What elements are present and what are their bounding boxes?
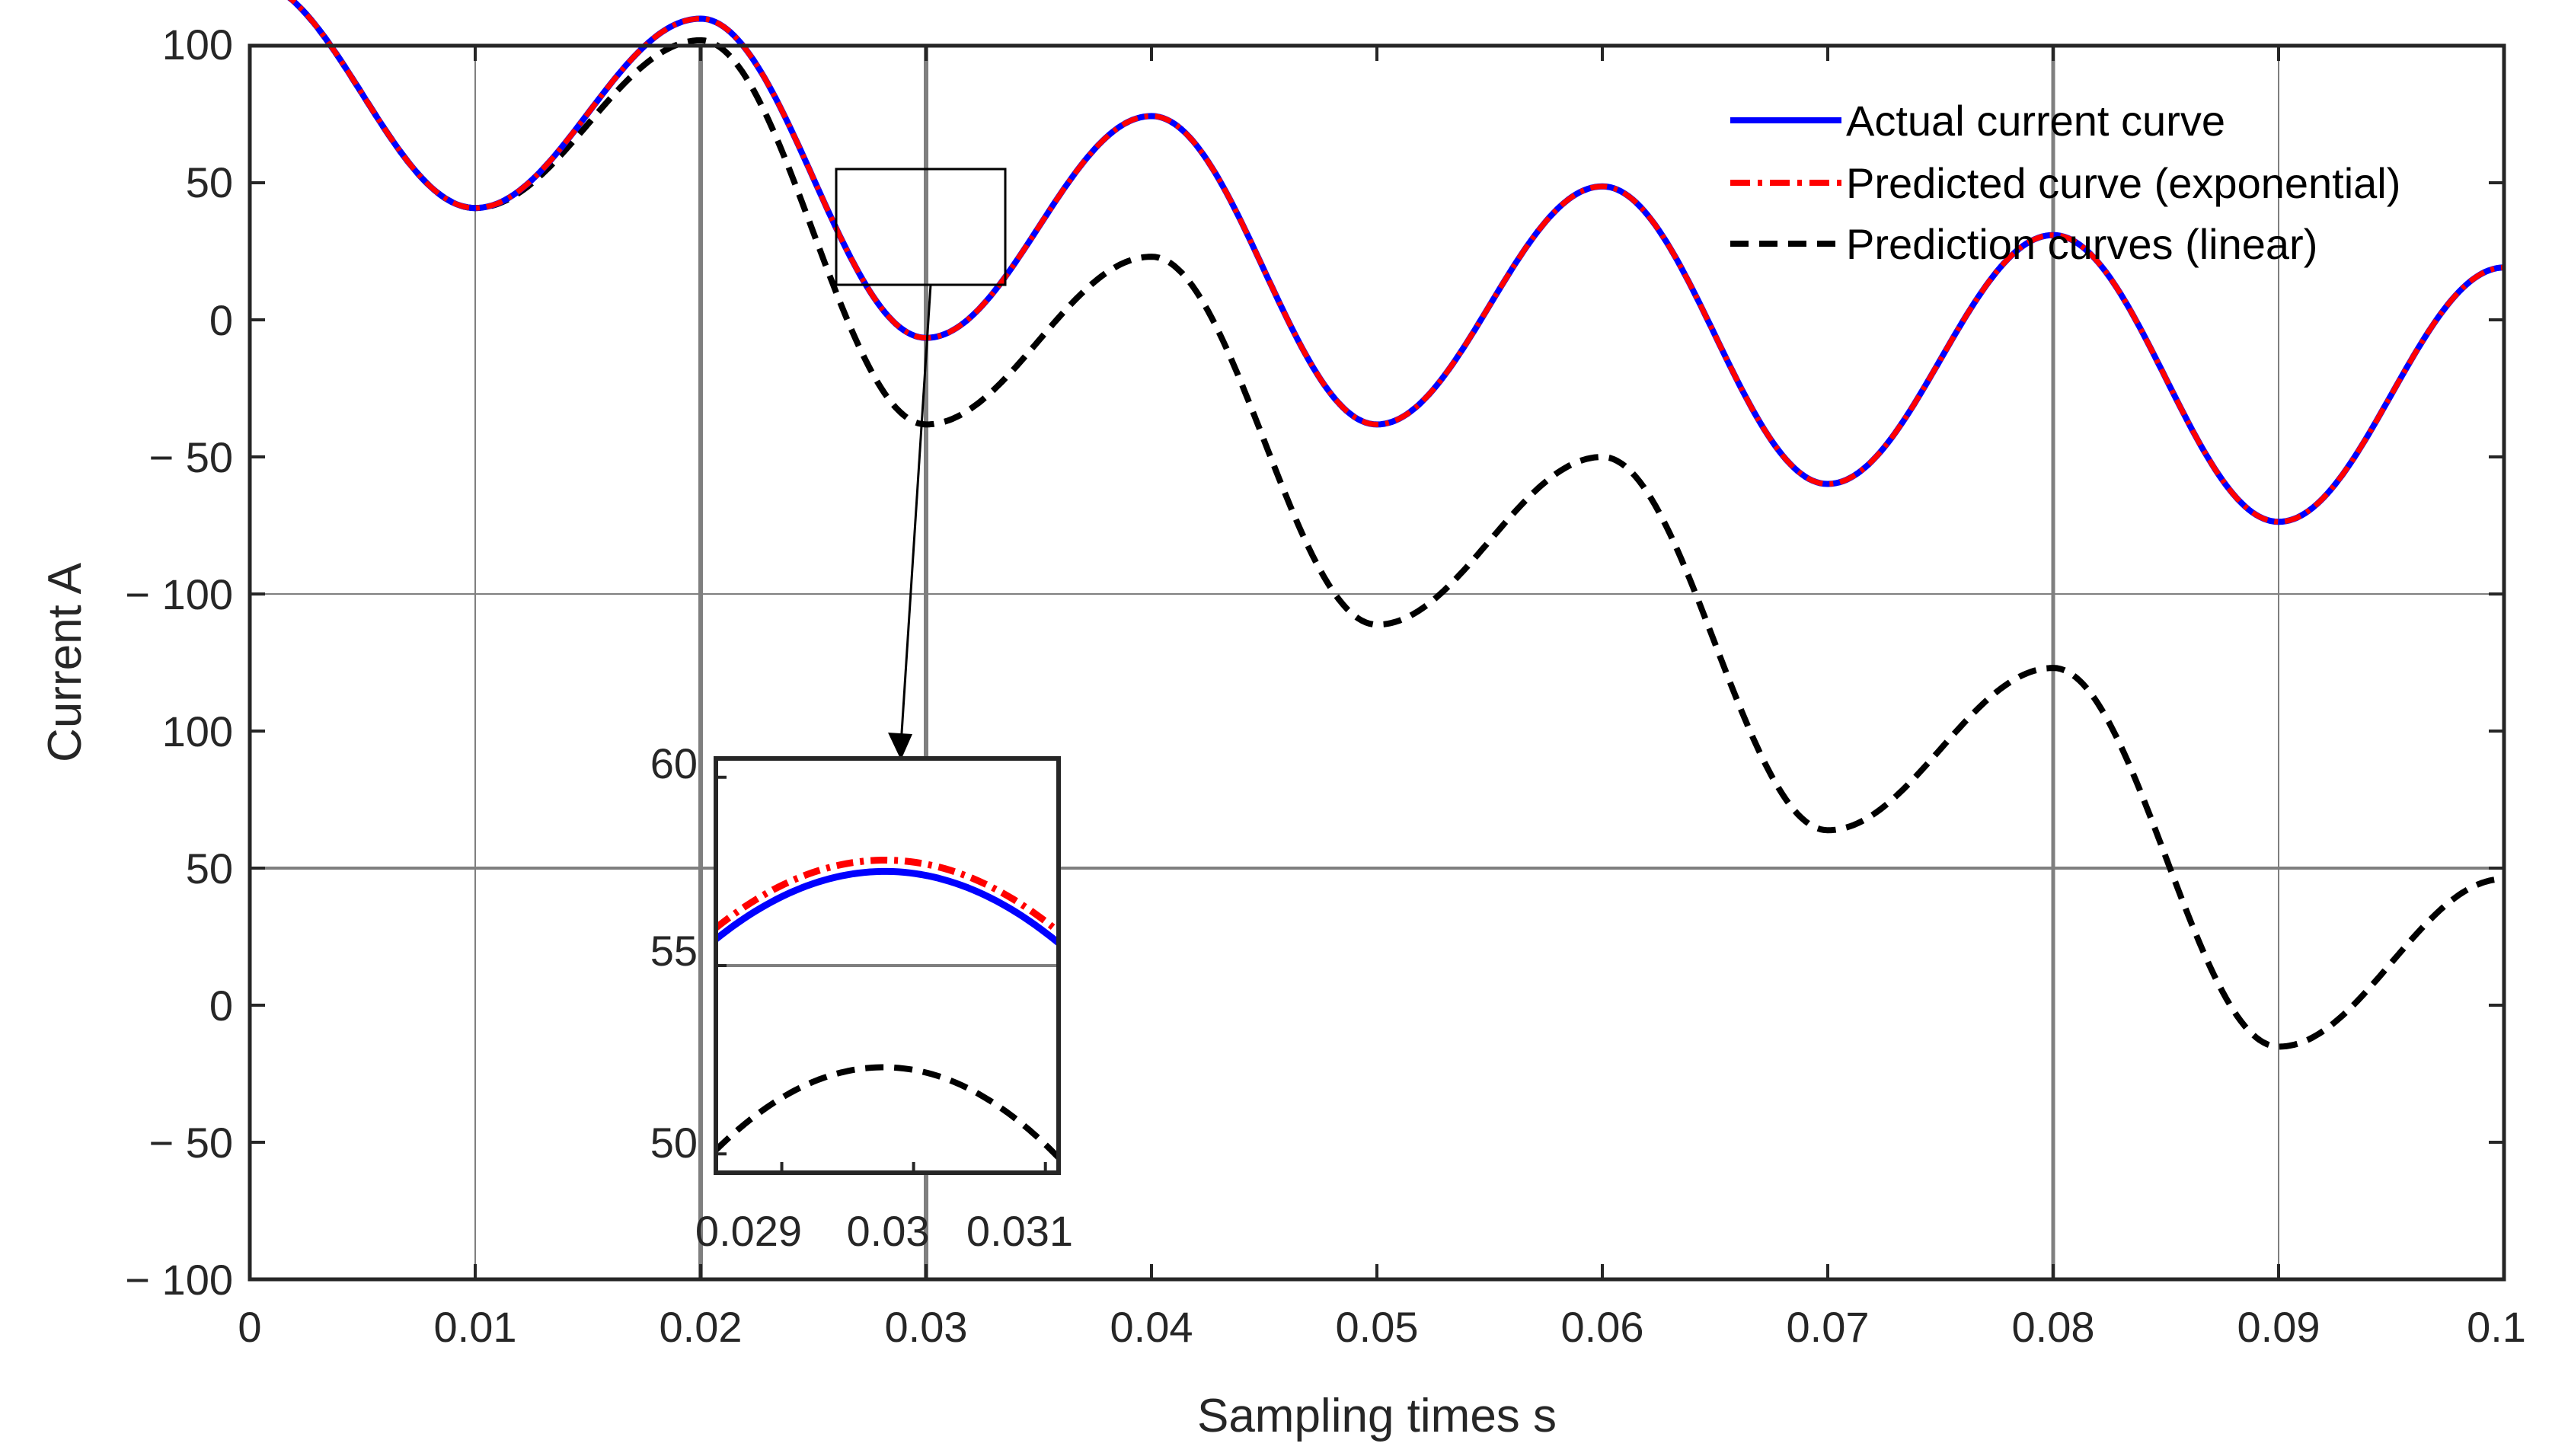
series-line [287,0,2505,1050]
x-tick-label: 0.04 [1110,1303,1193,1351]
series-group [287,0,2505,1050]
y-tick-label: 100 [162,21,233,69]
x-tick-label: 0.06 [1561,1303,1644,1351]
inset-y-tick-label: 60 [650,739,698,787]
x-tick-label: 0.05 [1336,1303,1419,1351]
inset-series-line [714,1064,1061,1161]
y-tick-labels: 100 50 0 − 50 − 100 100 50 0 − 50 − 100 [125,21,233,1304]
tick-marks [248,44,2506,1281]
y-tick-label: − 50 [149,433,233,481]
series-line [288,0,2505,525]
x-tick-label: 0.09 [2237,1303,2320,1351]
inset-y-tick-label: 55 [650,927,698,975]
legend: Actual current curve Predicted curve (ex… [1730,97,2400,268]
zoom-callout [835,168,1007,760]
x-tick-label: 0.07 [1787,1303,1870,1351]
zoom-region-box [835,168,1007,286]
inset-y-tick-label: 50 [650,1119,698,1167]
inset-series-line [714,867,1061,946]
y-tick-label: − 100 [125,570,233,618]
grid-lines [250,46,2504,1279]
inset-series-line [714,857,1061,934]
inset-x-tick-label: 0.03 [847,1207,930,1255]
legend-label-actual: Actual current curve [1846,97,2225,145]
zoom-arrow-head [888,733,912,760]
y-tick-label: 0 [209,296,233,344]
x-tick-label: 0 [238,1303,261,1351]
x-tick-label: 0.08 [2012,1303,2095,1351]
x-tick-label: 0.01 [434,1303,517,1351]
y-tick-label: 50 [186,845,233,892]
inset-x-tick-label: 0.029 [695,1207,802,1255]
x-tick-label: 0.02 [660,1303,743,1351]
inset-series-group [714,857,1061,1161]
y-axis-label: Current A [39,562,91,762]
zoom-arrow [899,284,932,746]
y-tick-label: 50 [186,158,233,206]
x-tick-label: 0.1 [2467,1303,2526,1351]
inset-x-tick-label: 0.031 [966,1207,1073,1255]
y-tick-label: − 100 [125,1256,233,1304]
inset-tick-marks [716,775,1047,1173]
y-tick-label: 0 [209,982,233,1030]
y-tick-label: − 50 [149,1119,233,1167]
x-axis-label: Sampling times s [1197,1390,1557,1442]
inset-chart: 60 55 50 0.029 0.03 0.031 [650,739,1073,1255]
legend-label-exponential: Predicted curve (exponential) [1846,159,2400,207]
y-tick-label: 100 [162,707,233,755]
x-tick-labels: 0 0.01 0.02 0.03 0.04 0.05 0.06 0.07 0.0… [238,1303,2526,1351]
legend-label-linear: Prediction curves (linear) [1846,220,2317,268]
x-tick-label: 0.03 [885,1303,968,1351]
